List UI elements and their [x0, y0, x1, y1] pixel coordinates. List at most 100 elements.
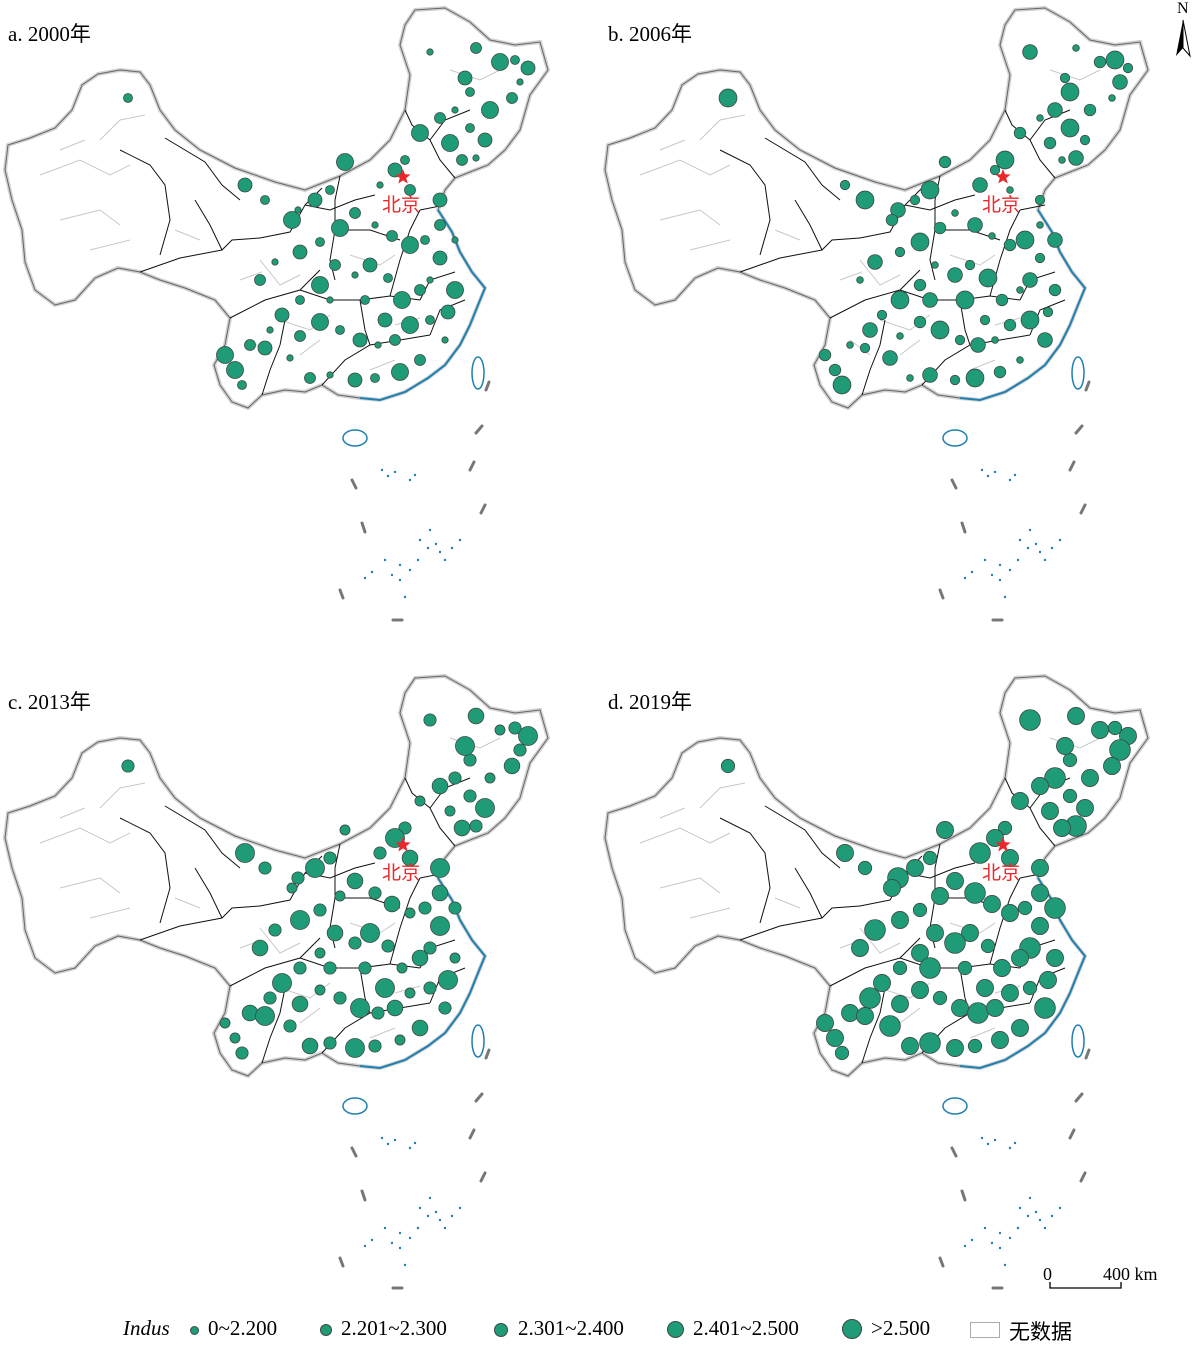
- island-dot: [418, 1206, 422, 1210]
- capital-label: 北京: [982, 194, 1021, 216]
- city-indus-symbol: [491, 53, 509, 71]
- maritime-boundary-dash: [338, 1256, 345, 1268]
- city-indus-symbol: [352, 332, 368, 348]
- capital-star-icon: [995, 169, 1011, 184]
- city-indus-symbol: [383, 895, 401, 913]
- island-dot: [390, 573, 394, 577]
- city-indus-symbol: [911, 944, 929, 962]
- city-indus-symbol: [1036, 114, 1044, 122]
- city-indus-symbol: [469, 819, 483, 833]
- city-indus-symbol: [255, 1006, 275, 1026]
- national-border-halo: [602, 5, 1151, 411]
- capital-star-icon: [395, 169, 411, 184]
- city-indus-symbol: [883, 879, 901, 897]
- capital-label: 北京: [982, 862, 1021, 884]
- city-border: [899, 1007, 921, 1024]
- panel-title: b. 2006年: [608, 22, 692, 46]
- city-indus-symbol: [326, 924, 344, 942]
- city-indus-symbol: [274, 307, 290, 323]
- city-indus-symbol: [401, 236, 419, 254]
- maritime-boundary-dash: [1068, 460, 1076, 472]
- island-dot: [393, 470, 397, 474]
- city-indus-symbol: [350, 998, 370, 1018]
- maritime-boundary-dash: [479, 1171, 487, 1183]
- city-indus-symbol: [484, 772, 496, 784]
- island-dot: [1028, 1196, 1032, 1200]
- city-indus-symbol: [441, 336, 449, 344]
- china-map-2013: [2, 673, 551, 1290]
- city-indus-symbol: [836, 844, 854, 862]
- island-dot: [1013, 473, 1017, 477]
- province-border: [861, 987, 886, 1064]
- island-dot: [1016, 1226, 1020, 1230]
- city-indus-symbol: [1044, 767, 1066, 789]
- city-indus-symbol: [1107, 720, 1123, 736]
- island-dot: [990, 573, 994, 577]
- city-indus-symbol: [1022, 272, 1038, 288]
- legend-label-class-1: 0~2.200: [208, 1316, 278, 1340]
- city-indus-symbol: [451, 236, 459, 244]
- city-indus-symbol: [400, 155, 410, 165]
- city-indus-symbol: [290, 910, 310, 930]
- island-dot: [416, 1226, 420, 1230]
- city-indus-symbol: [922, 292, 938, 308]
- city-indus-symbol: [891, 911, 909, 929]
- legend-label-class-5: >2.500: [871, 1316, 931, 1340]
- coastline: [959, 877, 1087, 1070]
- island-dot: [963, 576, 967, 580]
- city-indus-symbol: [931, 261, 939, 269]
- island-dot: [438, 1218, 442, 1222]
- city-indus-symbol: [920, 180, 940, 200]
- island-dot: [363, 1244, 367, 1248]
- city-indus-symbol: [457, 70, 473, 86]
- city-border: [699, 114, 746, 141]
- city-indus-symbol: [894, 246, 906, 258]
- maritime-boundary-dash: [484, 380, 491, 392]
- city-indus-symbol: [856, 1007, 874, 1025]
- island-dot: [458, 1206, 462, 1210]
- city-indus-symbol: [305, 858, 325, 878]
- city-indus-symbol: [1003, 238, 1017, 252]
- city-indus-symbol: [720, 758, 736, 774]
- maritime-boundary-dash: [468, 460, 476, 472]
- city-indus-symbol: [513, 743, 527, 757]
- city-indus-symbol: [386, 999, 404, 1017]
- maritime-boundary-dash: [938, 588, 945, 600]
- maritime-boundary-dash: [1079, 1171, 1087, 1183]
- island-dot: [1038, 550, 1042, 554]
- city-indus-symbol: [1037, 332, 1053, 348]
- city-indus-symbol: [967, 217, 983, 233]
- city-border: [174, 897, 201, 909]
- city-border: [659, 209, 721, 226]
- city-indus-symbol: [426, 276, 434, 284]
- legend: Indus 0~2.200 2.201~2.300 2.301~2.400 2.…: [0, 1302, 1200, 1347]
- capital-label: 北京: [382, 194, 421, 216]
- city-indus-symbol: [909, 194, 921, 206]
- city-indus-symbol: [995, 150, 1015, 170]
- city-indus-symbol: [867, 254, 883, 270]
- city-border: [949, 922, 996, 934]
- island-dot: [413, 1141, 417, 1145]
- city-border: [349, 254, 396, 266]
- island-dot: [998, 1231, 1002, 1235]
- city-indus-symbol: [465, 123, 475, 133]
- maritime-boundary-dash: [1079, 503, 1087, 515]
- city-indus-symbol: [371, 1006, 385, 1020]
- island-dot: [398, 578, 402, 582]
- city-indus-symbol: [266, 326, 274, 334]
- city-indus-symbol: [873, 974, 891, 992]
- city-indus-symbol: [1001, 849, 1019, 867]
- island-dot: [1026, 546, 1030, 550]
- province-border: [719, 817, 771, 924]
- city-indus-symbol: [333, 991, 347, 1005]
- island-dot: [434, 542, 438, 546]
- city-indus-symbol: [376, 181, 384, 189]
- city-indus-symbol: [1013, 126, 1027, 140]
- city-indus-symbol: [257, 340, 273, 356]
- city-indus-symbol: [216, 346, 234, 364]
- city-indus-symbol: [254, 274, 266, 286]
- city-indus-symbol: [1020, 310, 1040, 330]
- city-indus-symbol: [1001, 984, 1019, 1002]
- city-indus-symbol: [323, 961, 337, 975]
- maritime-boundary-dash: [950, 1146, 958, 1158]
